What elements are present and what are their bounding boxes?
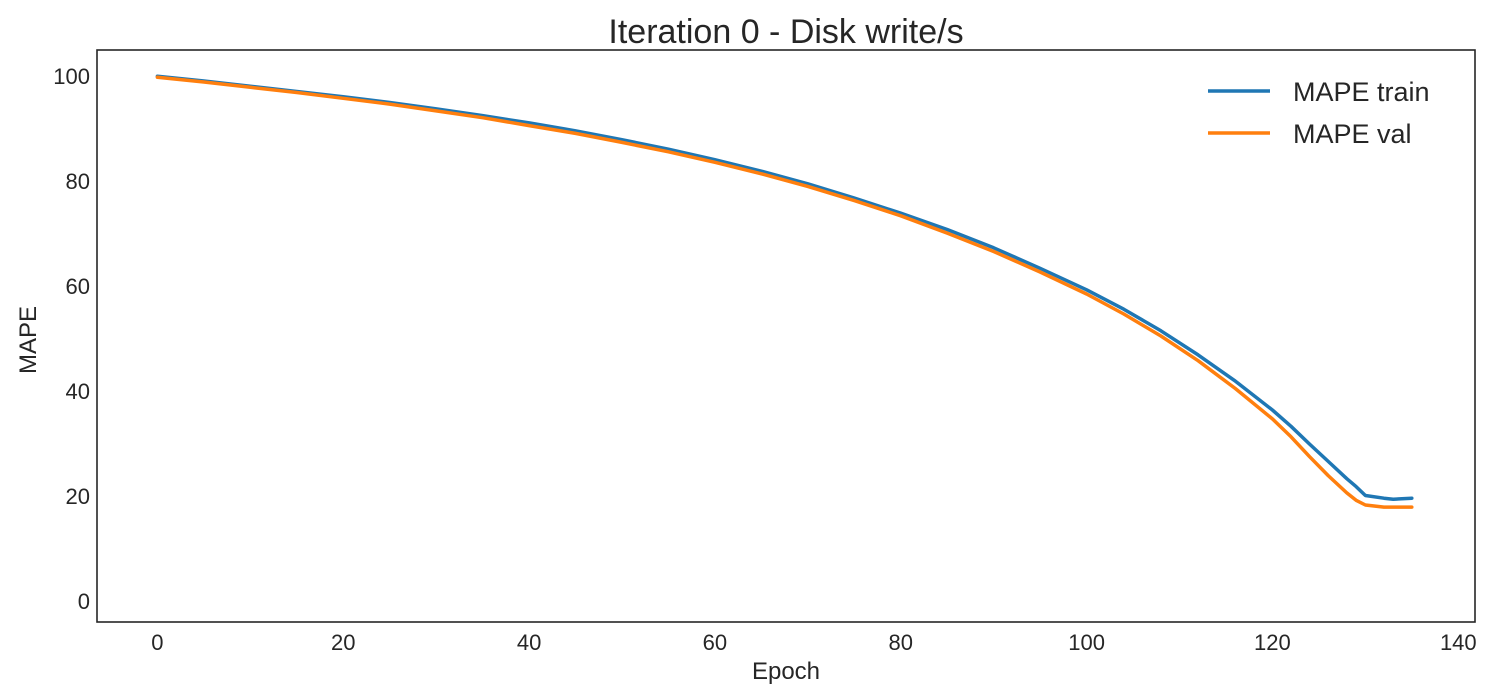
y-tick-label: 100 [53,64,90,89]
y-tick-label: 40 [66,379,90,404]
x-tick-label: 60 [703,630,727,655]
x-tick-label: 140 [1440,630,1477,655]
y-tick-label: 80 [66,169,90,194]
series-line-val [155,75,1414,509]
plot-background [97,50,1475,622]
y-tick-labels: 0 20 40 60 80 100 [53,64,90,614]
x-axis-label: Epoch [752,658,820,685]
x-tick-label: 0 [151,630,163,655]
x-tick-label: 100 [1068,630,1105,655]
x-tick-label: 120 [1254,630,1291,655]
y-tick-label: 60 [66,274,90,299]
legend-label-val: MAPE val [1293,119,1412,149]
y-axis-label: MAPE [15,306,42,374]
y-tick-label: 0 [78,589,90,614]
x-tick-labels: 0 20 40 60 80 100 120 140 [151,630,1476,655]
y-tick-label: 20 [66,484,90,509]
chart-title: Iteration 0 - Disk write/s [608,13,963,51]
plot-frame [96,49,1476,623]
legend: MAPE train MAPE val [1208,77,1430,149]
x-tick-label: 80 [889,630,913,655]
series-line-train [155,74,1414,501]
x-tick-label: 40 [517,630,541,655]
x-tick-label: 20 [331,630,355,655]
legend-label-train: MAPE train [1293,77,1430,107]
series-layer [155,74,1414,509]
